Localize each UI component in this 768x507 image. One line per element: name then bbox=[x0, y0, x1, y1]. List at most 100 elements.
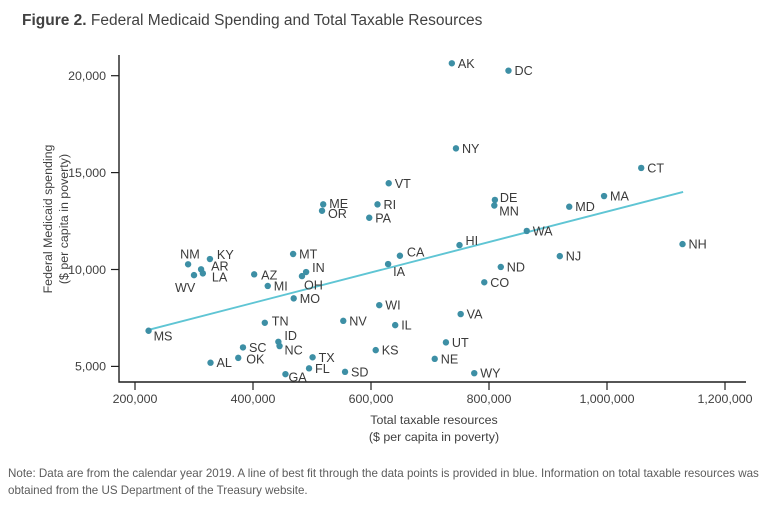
data-point-label-MA: MA bbox=[610, 190, 629, 204]
data-point-NY bbox=[452, 145, 460, 152]
data-point-label-AZ: AZ bbox=[261, 268, 277, 282]
data-point-label-AL: AL bbox=[217, 356, 232, 370]
data-point-label-NM: NM bbox=[180, 247, 200, 261]
data-point-PA bbox=[366, 214, 373, 221]
data-point-OR bbox=[318, 207, 326, 214]
data-point-label-FL: FL bbox=[315, 362, 330, 376]
data-point-label-VT: VT bbox=[395, 177, 411, 191]
data-point-label-OK: OK bbox=[246, 352, 265, 366]
data-point-NJ bbox=[556, 252, 563, 260]
x-tick-label: 600,000 bbox=[349, 392, 394, 406]
data-point-SD bbox=[341, 368, 349, 376]
best-fit-line bbox=[149, 191, 684, 331]
data-point-KY bbox=[206, 255, 214, 263]
data-point-label-NJ: NJ bbox=[566, 250, 581, 264]
data-point-MD bbox=[566, 203, 573, 210]
data-point-OK bbox=[235, 354, 242, 362]
data-point-LA bbox=[199, 270, 207, 277]
x-tick-label: 1,200,000 bbox=[697, 392, 752, 406]
data-point-label-MS: MS bbox=[154, 330, 173, 344]
data-point-AL bbox=[207, 359, 214, 366]
data-point-WY bbox=[471, 369, 478, 377]
x-tick-label: 1,000,000 bbox=[579, 392, 634, 406]
data-point-label-MD: MD bbox=[575, 200, 595, 214]
data-point-SC bbox=[239, 344, 247, 351]
data-point-MA bbox=[600, 192, 608, 200]
data-point-CT bbox=[638, 164, 645, 172]
data-point-label-KY: KY bbox=[217, 248, 234, 262]
data-point-label-OH: OH bbox=[304, 279, 323, 293]
figure-title-text: Federal Medicaid Spending and Total Taxa… bbox=[86, 12, 483, 29]
data-point-label-KS: KS bbox=[382, 344, 399, 358]
data-point-label-CT: CT bbox=[647, 161, 664, 175]
y-tick-label: 20,000 bbox=[68, 69, 106, 83]
data-point-AK bbox=[448, 60, 456, 67]
data-point-label-SD: SD bbox=[351, 365, 369, 379]
data-point-label-LA: LA bbox=[212, 270, 228, 284]
data-point-label-ID: ID bbox=[284, 329, 297, 343]
chart-note: Note: Data are from the calendar year 20… bbox=[8, 467, 759, 497]
data-point-TX bbox=[309, 354, 316, 361]
data-point-label-UT: UT bbox=[452, 336, 469, 350]
data-point-VA bbox=[457, 310, 464, 318]
axes bbox=[118, 55, 746, 383]
data-point-label-NE: NE bbox=[441, 352, 459, 366]
data-point-label-PA: PA bbox=[375, 211, 391, 225]
data-point-label-HI: HI bbox=[466, 234, 479, 248]
data-point-HI bbox=[456, 241, 463, 249]
data-point-GA bbox=[282, 370, 289, 378]
data-point-label-AR: AR bbox=[211, 259, 229, 273]
data-point-KS bbox=[372, 346, 379, 354]
data-point-MS bbox=[145, 327, 152, 334]
data-point-NV bbox=[340, 317, 347, 325]
data-point-label-CO: CO bbox=[490, 276, 509, 290]
data-point-TN bbox=[261, 319, 268, 326]
data-point-FL bbox=[305, 365, 313, 372]
data-point-OH bbox=[298, 272, 306, 280]
data-point-label-SC: SC bbox=[249, 341, 267, 355]
data-point-CA bbox=[396, 252, 404, 259]
data-point-label-VA: VA bbox=[467, 308, 483, 322]
data-point-MN bbox=[491, 202, 498, 209]
y-tick-label: 15,000 bbox=[68, 166, 106, 180]
data-point-VT bbox=[385, 180, 392, 187]
data-point-label-ND: ND bbox=[507, 260, 525, 274]
data-point-label-MI: MI bbox=[274, 279, 288, 293]
data-point-label-NH: NH bbox=[689, 238, 707, 252]
data-point-label-CA: CA bbox=[407, 246, 425, 260]
y-axis-title: ($ per capita in poverty) bbox=[57, 154, 71, 284]
data-point-NC bbox=[276, 342, 283, 350]
data-point-MI bbox=[264, 282, 271, 290]
data-point-label-DE: DE bbox=[500, 191, 518, 205]
data-point-label-RI: RI bbox=[383, 198, 396, 212]
x-tick-label: 200,000 bbox=[113, 392, 158, 406]
figure-label: Figure 2. bbox=[22, 12, 87, 29]
data-point-RI bbox=[374, 201, 381, 208]
data-point-label-ME: ME bbox=[329, 197, 348, 211]
data-point-UT bbox=[442, 339, 450, 346]
x-tick-label: 800,000 bbox=[467, 392, 512, 406]
data-point-label-AK: AK bbox=[458, 57, 475, 71]
data-point-NH bbox=[679, 240, 686, 248]
data-point-IA bbox=[384, 260, 392, 268]
data-point-MO bbox=[290, 295, 297, 302]
data-point-label-DC: DC bbox=[514, 64, 532, 78]
scatter-plot: 5,000 10,000 15,000 20,000 200,000 400,000 600… bbox=[41, 55, 753, 444]
data-point-label-WV: WV bbox=[175, 281, 196, 295]
y-tick-label: 5,000 bbox=[75, 360, 106, 374]
data-point-label-TN: TN bbox=[272, 314, 289, 328]
data-point-label-MT: MT bbox=[299, 247, 317, 261]
data-point-DE bbox=[491, 196, 499, 204]
data-point-AZ bbox=[250, 271, 258, 278]
data-point-ME bbox=[320, 201, 327, 208]
data-point-NE bbox=[431, 355, 438, 363]
data-point-MT bbox=[289, 250, 297, 258]
x-axis-title: ($ per capita in poverty) bbox=[369, 430, 499, 444]
data-point-label-MO: MO bbox=[300, 292, 320, 306]
data-point-CO bbox=[481, 279, 488, 286]
data-point-label-IN: IN bbox=[312, 261, 325, 275]
data-point-label-IL: IL bbox=[401, 319, 412, 333]
data-point-IN bbox=[302, 268, 310, 276]
figure-title: Figure 2. Federal Medicaid Spending and … bbox=[22, 12, 482, 30]
